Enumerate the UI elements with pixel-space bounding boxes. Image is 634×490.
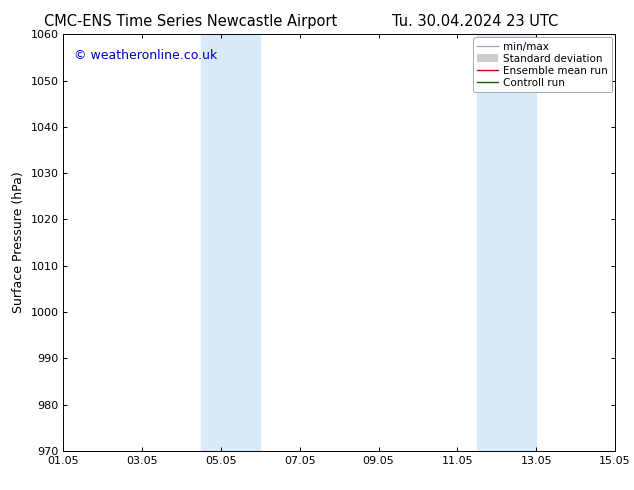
Legend: min/max, Standard deviation, Ensemble mean run, Controll run: min/max, Standard deviation, Ensemble me… <box>473 37 612 92</box>
Bar <box>477 34 536 451</box>
Text: CMC-ENS Time Series Newcastle Airport: CMC-ENS Time Series Newcastle Airport <box>44 14 337 29</box>
Text: Tu. 30.04.2024 23 UTC: Tu. 30.04.2024 23 UTC <box>392 14 559 29</box>
Text: © weatheronline.co.uk: © weatheronline.co.uk <box>74 49 217 62</box>
Bar <box>202 34 261 451</box>
Y-axis label: Surface Pressure (hPa): Surface Pressure (hPa) <box>12 172 25 314</box>
